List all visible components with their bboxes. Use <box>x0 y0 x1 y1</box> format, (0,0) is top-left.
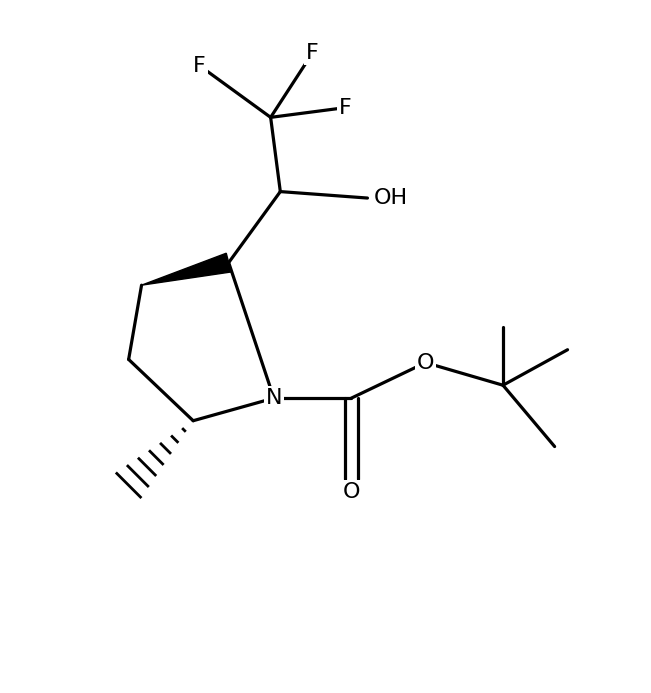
Text: OH: OH <box>374 188 408 208</box>
Polygon shape <box>141 253 231 286</box>
Text: F: F <box>306 43 319 63</box>
Text: N: N <box>266 388 282 408</box>
Text: O: O <box>342 482 360 502</box>
Text: F: F <box>193 55 206 76</box>
Text: O: O <box>417 353 434 373</box>
Text: F: F <box>339 98 352 118</box>
